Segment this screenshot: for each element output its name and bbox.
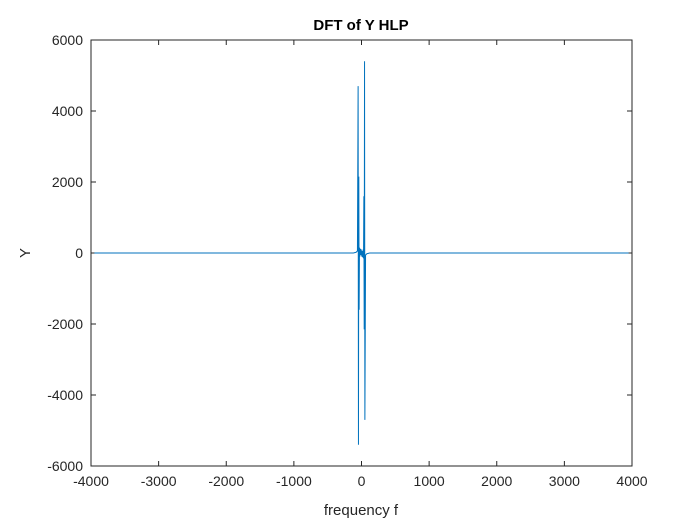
y-tick-label: -6000 <box>47 458 83 474</box>
x-axis-label: frequency f <box>324 502 399 519</box>
x-tick-label: 1000 <box>414 473 445 489</box>
x-tick-label: -4000 <box>73 473 109 489</box>
x-tick-label: 2000 <box>481 473 512 489</box>
x-tick-labels: -4000 -3000 -2000 -1000 0 1000 2000 3000 4000 <box>73 473 648 489</box>
x-tick-label: 0 <box>358 473 366 489</box>
y-tick-label: -4000 <box>47 387 83 403</box>
chart-title: DFT of Y HLP <box>313 17 408 34</box>
y-tick-label: 0 <box>75 245 83 261</box>
y-tick-labels: -6000 -4000 -2000 0 2000 4000 6000 <box>47 32 83 474</box>
x-tick-label: 4000 <box>616 473 647 489</box>
plot-box <box>90 39 633 467</box>
y-tick-label: 2000 <box>52 174 83 190</box>
y-axis-label: Y <box>17 248 34 258</box>
y-tick-label: 6000 <box>52 32 83 48</box>
x-tick-label: -1000 <box>276 473 312 489</box>
x-tick-label: -2000 <box>208 473 244 489</box>
x-tick-label: 3000 <box>549 473 580 489</box>
x-tick-label: -3000 <box>141 473 177 489</box>
y-tick-label: 4000 <box>52 103 83 119</box>
y-tick-label: -2000 <box>47 316 83 332</box>
series-line <box>94 61 629 445</box>
